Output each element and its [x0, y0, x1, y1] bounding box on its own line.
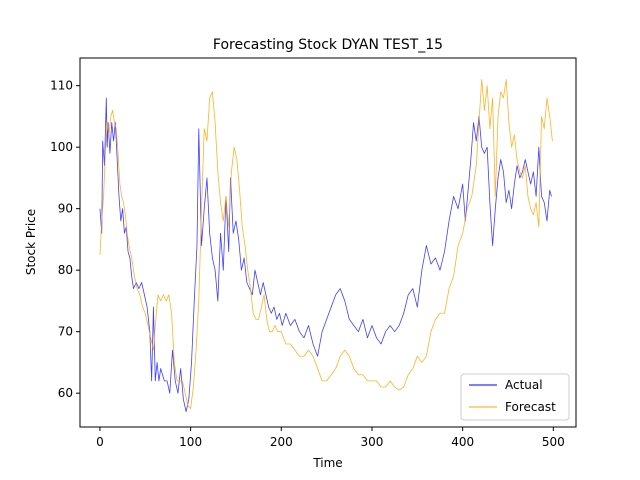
legend-label-forecast: Forecast — [505, 400, 556, 414]
y-tick-label: 60 — [58, 386, 73, 400]
x-tick-label: 0 — [96, 435, 104, 449]
series-line-forecast — [99, 79, 553, 409]
x-axis-ticks: 0 100 200 300 400 500 — [96, 427, 565, 449]
legend: Actual Forecast — [460, 373, 570, 421]
x-tick-label: 500 — [542, 435, 565, 449]
plot-area — [79, 57, 577, 428]
y-tick-label: 80 — [58, 263, 73, 277]
y-axis-ticks: 60 70 80 90 100 110 — [50, 79, 80, 400]
x-tick-label: 200 — [270, 435, 293, 449]
y-tick-label: 100 — [50, 140, 73, 154]
x-tick-label: 300 — [361, 435, 384, 449]
series-layer — [99, 79, 553, 413]
legend-label-actual: Actual — [505, 378, 543, 392]
x-axis-title: Time — [312, 456, 342, 470]
y-tick-label: 70 — [58, 325, 73, 339]
x-tick-label: 400 — [451, 435, 474, 449]
plot-frame — [79, 57, 577, 428]
series-line-actual — [99, 97, 552, 413]
y-tick-label: 90 — [58, 202, 73, 216]
chart-title: Forecasting Stock DYAN TEST_15 — [213, 37, 443, 53]
y-tick-label: 110 — [50, 79, 73, 93]
y-axis-title: Stock Price — [24, 209, 38, 275]
x-tick-label: 100 — [179, 435, 202, 449]
